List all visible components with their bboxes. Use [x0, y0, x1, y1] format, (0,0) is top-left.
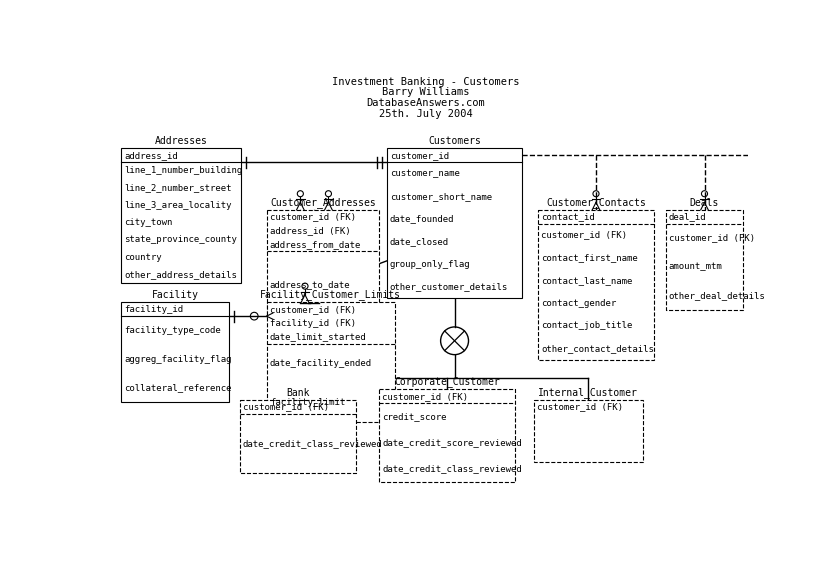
Text: line_2_number_street: line_2_number_street: [124, 184, 232, 193]
Text: Customer_Addresses: Customer_Addresses: [270, 197, 376, 207]
Text: date_founded: date_founded: [390, 215, 455, 224]
Bar: [379, 389, 514, 482]
Text: date_credit_class_reviewed: date_credit_class_reviewed: [243, 439, 382, 448]
Text: other_address_details: other_address_details: [124, 270, 237, 279]
Bar: [538, 210, 654, 360]
Text: contact_last_name: contact_last_name: [541, 276, 632, 285]
Text: Facility_Customer_Limits: Facility_Customer_Limits: [260, 289, 401, 300]
Text: address_to_date: address_to_date: [270, 280, 351, 289]
Bar: [239, 400, 356, 473]
Text: date_limit_started: date_limit_started: [270, 333, 366, 342]
Text: Bank: Bank: [286, 388, 309, 398]
Text: amount_mtm: amount_mtm: [669, 262, 723, 271]
Text: customer_id (FK): customer_id (FK): [270, 305, 356, 314]
Text: state_province_county: state_province_county: [124, 235, 237, 244]
Text: date_credit_score_reviewed: date_credit_score_reviewed: [382, 438, 522, 447]
Text: contact_first_name: contact_first_name: [541, 253, 637, 262]
Text: Customer_Contacts: Customer_Contacts: [546, 197, 646, 207]
Text: address_from_date: address_from_date: [270, 240, 361, 249]
Text: customer_short_name: customer_short_name: [390, 192, 492, 201]
Text: facility_type_code: facility_type_code: [124, 326, 221, 335]
Text: contact_job_title: contact_job_title: [541, 321, 632, 330]
Text: contact_id: contact_id: [541, 212, 595, 221]
Text: Addresses: Addresses: [155, 136, 208, 146]
Text: facility_id: facility_id: [124, 305, 183, 314]
Text: customer_id (FK): customer_id (FK): [541, 230, 627, 239]
Text: Deals: Deals: [690, 198, 719, 207]
Bar: [534, 400, 642, 461]
Bar: [121, 302, 229, 402]
Text: Barry Williams: Barry Williams: [381, 88, 470, 97]
Text: date_credit_class_reviewed: date_credit_class_reviewed: [382, 464, 522, 473]
Text: address_id (FK): address_id (FK): [270, 226, 351, 235]
Text: line_3_area_locality: line_3_area_locality: [124, 201, 232, 210]
Text: customer_id (FK): customer_id (FK): [537, 402, 623, 411]
Text: deal_id: deal_id: [669, 212, 706, 221]
Text: contact_gender: contact_gender: [541, 299, 617, 308]
Text: line_1_number_building: line_1_number_building: [124, 166, 243, 175]
Text: group_only_flag: group_only_flag: [390, 260, 470, 269]
Text: country: country: [124, 253, 162, 262]
Text: facility_id (FK): facility_id (FK): [270, 319, 356, 328]
Text: customer_id (FK): customer_id (FK): [270, 212, 356, 221]
Text: date_facility_ended: date_facility_ended: [270, 359, 371, 368]
Text: Customers: Customers: [428, 136, 481, 146]
Text: collateral_reference: collateral_reference: [124, 383, 232, 392]
Bar: [666, 210, 743, 310]
Text: Corporate_Customer: Corporate_Customer: [394, 376, 499, 387]
Text: credit_score: credit_score: [382, 412, 446, 421]
Bar: [267, 302, 395, 422]
Bar: [386, 148, 523, 298]
Text: customer_id: customer_id: [390, 151, 449, 160]
Text: facility_limit: facility_limit: [270, 398, 345, 407]
Text: DatabaseAnswers.com: DatabaseAnswers.com: [366, 98, 484, 108]
Text: Investment Banking - Customers: Investment Banking - Customers: [332, 76, 519, 87]
Text: address_id: address_id: [124, 151, 178, 160]
Text: city_town: city_town: [124, 218, 172, 227]
Text: aggreg_facility_flag: aggreg_facility_flag: [124, 355, 232, 364]
Text: customer_id (FK): customer_id (FK): [669, 234, 755, 243]
Text: customer_id (FK): customer_id (FK): [243, 402, 328, 411]
Text: other_contact_details: other_contact_details: [541, 344, 654, 353]
Text: other_deal_details: other_deal_details: [669, 291, 765, 300]
Text: customer_name: customer_name: [390, 169, 460, 178]
Bar: [267, 210, 379, 318]
Text: 25th. July 2004: 25th. July 2004: [379, 109, 472, 119]
Bar: [121, 148, 241, 283]
Text: other_customer_details: other_customer_details: [390, 283, 508, 292]
Text: date_closed: date_closed: [390, 237, 449, 246]
Text: customer_id (FK): customer_id (FK): [382, 392, 468, 401]
Text: Facility: Facility: [152, 290, 199, 300]
Text: Internal_Customer: Internal_Customer: [538, 387, 638, 398]
